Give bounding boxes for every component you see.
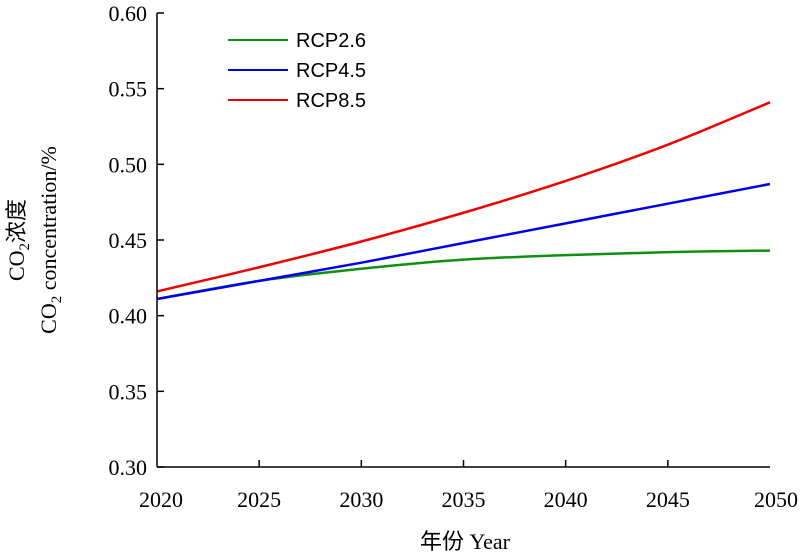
y-tick-label: 0.55 xyxy=(109,77,148,102)
y-axis-title-line2-rest: concentration/% xyxy=(36,146,61,296)
y-axis-title-line2-main: CO xyxy=(36,303,61,334)
legend-label-rcp4-5: RCP4.5 xyxy=(296,60,366,82)
legend-label-rcp8-5: RCP8.5 xyxy=(296,90,366,112)
y-axis-title-line1-rest: 浓度 xyxy=(4,199,29,243)
y-axis-title-line1-sub: 2 xyxy=(17,243,33,251)
y-axis-title-line2-sub: 2 xyxy=(49,296,65,304)
tick-labels: 0.30 0.35 0.40 0.45 0.50 0.55 0.60 2020 2025 2030… xyxy=(109,1,799,512)
x-tick-label: 2045 xyxy=(646,487,690,512)
x-tick-label: 2035 xyxy=(442,487,486,512)
tick-marks xyxy=(157,12,669,468)
legend-label-rcp2-6: RCP2.6 xyxy=(296,30,366,52)
series-line-rcp4-5 xyxy=(156,182,771,301)
x-tick-label: 2025 xyxy=(237,487,281,512)
series-line-rcp2-6 xyxy=(156,249,771,301)
y-tick-label: 0.50 xyxy=(109,152,148,177)
x-tick-label: 2020 xyxy=(139,487,183,512)
y-axis-title: CO2浓度 xyxy=(4,199,33,281)
series-line-rcp8-5 xyxy=(156,101,771,293)
x-axis-title: 年份 Year xyxy=(420,529,511,554)
x-tick-label: 2050 xyxy=(754,487,798,512)
x-tick-label: 2040 xyxy=(544,487,588,512)
y-tick-label: 0.45 xyxy=(109,228,148,253)
y-tick-label: 0.35 xyxy=(109,379,148,404)
y-tick-label: 0.30 xyxy=(109,455,148,480)
legend: RCP2.6 RCP4.5 RCP8.5 xyxy=(228,30,366,112)
y-tick-label: 0.60 xyxy=(109,1,148,26)
y-tick-label: 0.40 xyxy=(109,304,148,329)
y-axis-title-line1-main: CO xyxy=(4,250,29,281)
svg-text:CO2浓度: CO2浓度 xyxy=(4,199,33,281)
x-tick-label: 2030 xyxy=(339,487,383,512)
y-axis-title-second: CO2 concentration/% xyxy=(36,146,65,334)
series-lines xyxy=(156,101,771,301)
svg-text:CO2 concentration/%: CO2 concentration/% xyxy=(36,146,65,334)
axes xyxy=(156,13,770,468)
